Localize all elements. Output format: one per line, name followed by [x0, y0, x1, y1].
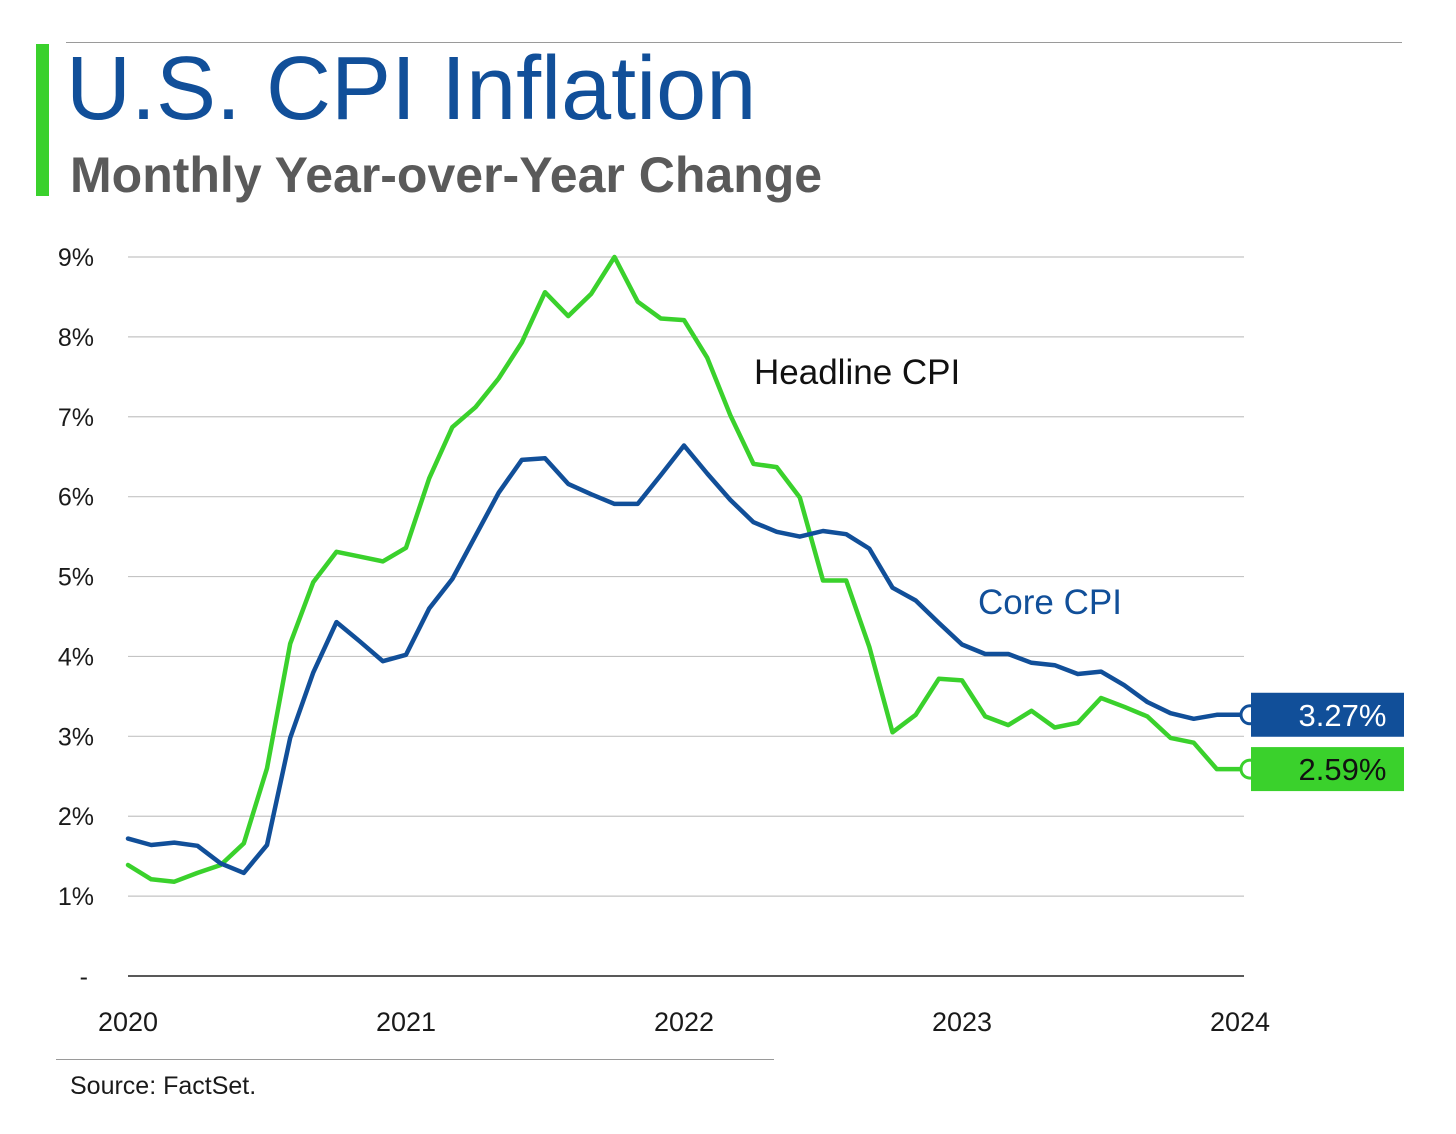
- headline-cpi-end-value-box: [1251, 747, 1404, 792]
- source-note: Source: FactSet.: [70, 1072, 257, 1100]
- y-tick-label: 3%: [58, 723, 94, 751]
- core-cpi-series-label: Core CPI: [978, 583, 1122, 622]
- y-tick-label: 4%: [58, 643, 94, 671]
- y-tick-label: 8%: [58, 324, 94, 352]
- core-cpi-end-value-box: [1251, 692, 1404, 737]
- y-tick-label: 9%: [58, 244, 94, 272]
- core-cpi-end-value-label: 3.27%: [1299, 698, 1387, 733]
- top-divider: [66, 42, 1402, 43]
- y-tick-label: 6%: [58, 484, 94, 512]
- y-tick-label: 1%: [58, 883, 94, 911]
- y-tick-label: -: [80, 963, 88, 991]
- y-tick-label: 2%: [58, 803, 94, 831]
- headline-cpi-end-value-label: 2.59%: [1299, 752, 1387, 787]
- x-tick-label: 2023: [932, 1007, 992, 1037]
- y-tick-label: 5%: [58, 564, 94, 592]
- x-tick-label: 2024: [1210, 1007, 1270, 1037]
- y-tick-label: 7%: [58, 404, 94, 432]
- chart-subtitle: Monthly Year-over-Year Change: [70, 147, 823, 203]
- core-cpi-line: [125, 443, 1243, 876]
- headline-cpi-line: [125, 254, 1243, 884]
- bottom-divider: [56, 1059, 774, 1060]
- title-accent-bar: [36, 44, 49, 196]
- headline-cpi-series-label: Headline CPI: [754, 353, 960, 392]
- x-tick-label: 2022: [654, 1007, 714, 1037]
- chart-title: U.S. CPI Inflation: [66, 39, 757, 139]
- x-tick-label: 2021: [376, 1007, 436, 1037]
- x-tick-label: 2020: [98, 1007, 158, 1037]
